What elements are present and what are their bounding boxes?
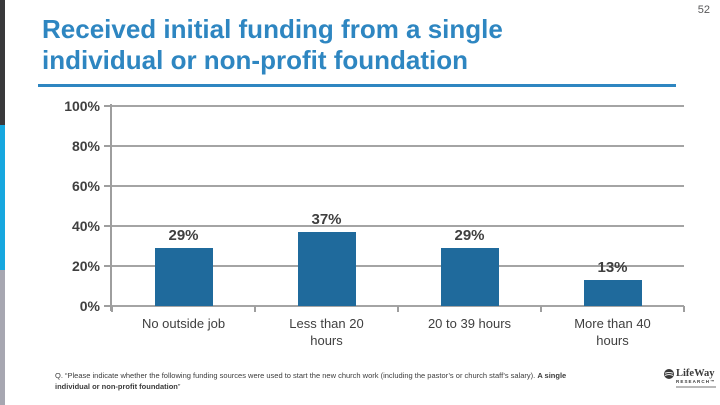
- slide-title: Received initial funding from a single i…: [42, 14, 672, 76]
- edge-strip-cyan: [0, 125, 5, 270]
- bar-value-label: 29%: [454, 227, 485, 244]
- x-axis-tick: [111, 306, 113, 312]
- gridline: [112, 185, 684, 187]
- logo-brand-text: LifeWay: [676, 368, 715, 379]
- title-underline: [38, 84, 676, 87]
- x-axis-category-label: No outside job: [141, 316, 226, 331]
- edge-strip-gray: [0, 270, 5, 405]
- logo-tagline-mark: [676, 385, 716, 388]
- y-axis-tick-label: 20%: [71, 258, 100, 274]
- page-number: 52: [697, 4, 710, 16]
- x-axis-tick: [683, 306, 685, 312]
- bar-value-label: 37%: [311, 211, 342, 228]
- footnote-bold-source: A single individual or non-profit founda…: [55, 371, 567, 391]
- footnote-question: Q. “Please indicate whether the followin…: [55, 371, 538, 380]
- gridline: [112, 145, 684, 147]
- y-axis-tick: [104, 105, 110, 107]
- globe-icon: [664, 368, 674, 379]
- bar: [583, 280, 642, 306]
- y-axis-tick: [104, 225, 110, 227]
- x-axis-tick: [397, 306, 399, 312]
- x-axis-tick: [540, 306, 542, 312]
- x-axis-tick: [254, 306, 256, 312]
- y-axis-tick: [104, 305, 110, 307]
- bar: [440, 248, 499, 306]
- bar: [154, 248, 213, 306]
- gridline: [112, 105, 684, 107]
- bar-value-label: 13%: [597, 259, 628, 276]
- bar: [297, 232, 356, 306]
- lifeway-research-logo: LifeWay RESEARCH™: [664, 368, 718, 388]
- y-axis-tick: [104, 185, 110, 187]
- gridline: [112, 265, 684, 267]
- slide-title-line2: individual or non-profit foundation: [42, 45, 469, 75]
- slide-title-line1: Received initial funding from a single: [42, 14, 503, 44]
- y-axis-tick-label: 40%: [71, 218, 100, 234]
- x-axis-category-label: More than 40 hours: [574, 316, 651, 348]
- y-axis-tick: [104, 265, 110, 267]
- y-axis-tick-label: 80%: [71, 138, 100, 154]
- y-axis-tick-label: 0%: [79, 298, 100, 314]
- logo-division-text: RESEARCH™: [676, 379, 716, 384]
- y-axis-tick-label: 60%: [71, 178, 100, 194]
- x-axis-category-label: Less than 20 hours: [289, 316, 364, 348]
- footnote: Q. “Please indicate whether the followin…: [55, 371, 603, 392]
- y-axis-tick: [104, 145, 110, 147]
- footnote-close-quote: ”: [177, 381, 181, 391]
- gridline: [112, 225, 684, 227]
- x-axis-category-label: 20 to 39 hours: [427, 316, 512, 331]
- y-axis-tick-label: 100%: [64, 98, 100, 114]
- edge-strip-dark: [0, 0, 5, 125]
- bar-value-label: 29%: [168, 227, 199, 244]
- y-axis-line: [110, 104, 112, 311]
